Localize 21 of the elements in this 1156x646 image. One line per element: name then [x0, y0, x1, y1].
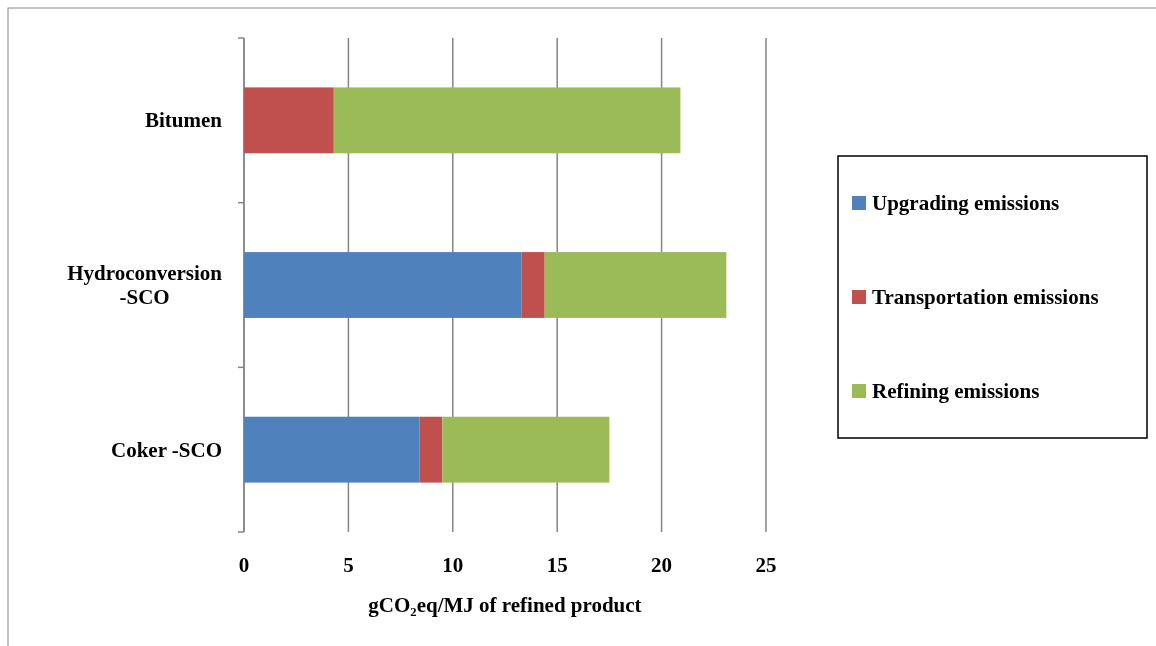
y-tick-label: Bitumen	[144, 108, 223, 133]
x-axis-title: gCO₂eq/MJ of refined product	[368, 593, 642, 617]
bar	[333, 87, 681, 154]
bar	[419, 416, 443, 483]
y-tick-label: Coker -SCO	[110, 437, 222, 462]
legend-label: Transportation emissions	[872, 285, 1099, 309]
bar	[442, 416, 610, 483]
bar	[544, 252, 727, 318]
x-tick-label: 25	[755, 553, 777, 577]
bar	[244, 416, 420, 483]
bar	[521, 252, 545, 318]
legend-label: Refining emissions	[872, 379, 1040, 403]
x-tick-label: 20	[651, 553, 673, 577]
x-tick-label: 0	[238, 553, 250, 577]
x-tick-label: 15	[546, 553, 568, 577]
x-tick-label: 5	[343, 553, 354, 577]
legend-label: Upgrading emissions	[872, 191, 1060, 215]
bar	[244, 87, 334, 154]
y-tick-label: Hydroconversion -SCO	[67, 261, 223, 309]
bar	[244, 252, 522, 318]
x-tick-label: 10	[442, 553, 464, 577]
